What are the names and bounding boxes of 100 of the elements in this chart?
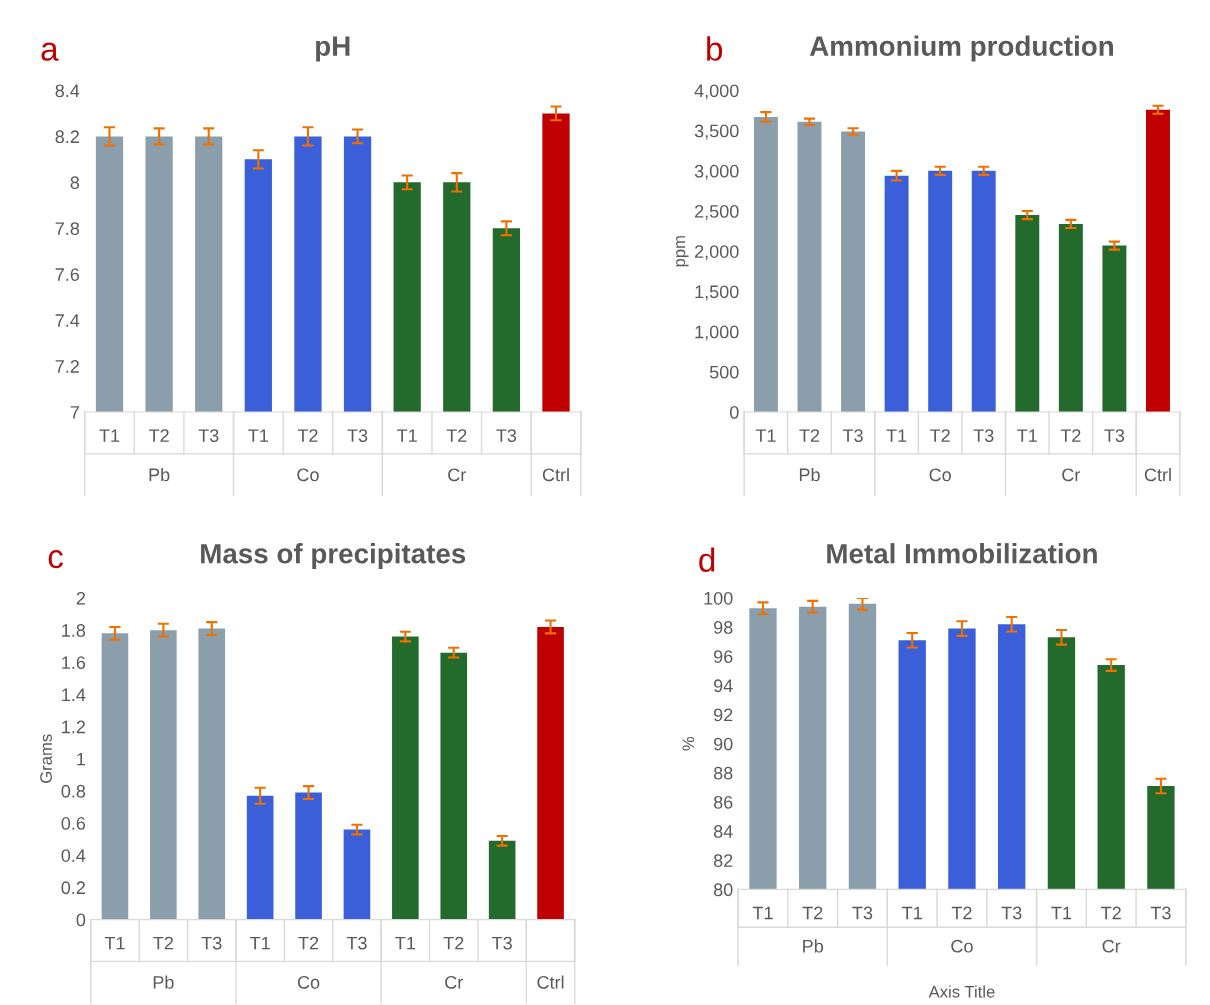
y-tick-label: 7.6 [55,268,80,281]
y-tick-label: 94 [714,679,733,693]
x-tick-label: T1 [755,429,776,442]
x-tick-label: T3 [346,936,367,950]
x-tick-label: T1 [1017,429,1037,442]
x-tick-label: T2 [446,429,467,442]
bar [537,626,564,920]
y-tick-label: 2,500 [695,204,739,220]
x-tick-label: T3 [852,906,873,920]
chart-title: Ammonium production [809,35,1113,62]
x-tick-label: T1 [902,906,922,920]
y-tick-label: 7 [70,406,79,419]
text: b [707,36,723,61]
x-tick-label: T1 [99,429,120,442]
y-tick-label: 96 [714,650,733,663]
text: Co [929,468,951,482]
bar [1058,223,1083,413]
text: Co [297,468,319,482]
y-tick-label: 3,000 [694,164,739,180]
y-axis-title: Grams [40,734,52,783]
bar [797,121,822,413]
text: Ctrl [537,975,564,989]
y-tick-label: 4,000 [694,84,739,100]
y-tick-label: 500 [709,365,739,379]
y-axis-title: % [682,736,695,751]
x-tick-label: T2 [1060,429,1081,442]
x-tick-label: T1 [395,936,416,950]
text: Ctrl [1144,467,1171,482]
bar [295,792,322,920]
x-tick-label: T3 [973,429,994,442]
x-tick-label: T3 [198,429,219,442]
y-tick-label: 0.4 [61,849,86,862]
y-tick-label: 0 [76,913,86,927]
y-tick-label: 88 [713,766,733,780]
x-axis-title: Axis Title [928,985,995,998]
y-tick-label: 1.6 [62,656,86,670]
y-tick-label: 92 [714,708,733,722]
text: a [41,42,59,61]
bar [1102,245,1127,413]
y-tick-label: 0.2 [61,881,85,895]
y-tick-label: 84 [713,825,733,838]
text: d [699,547,715,572]
text: Cr [448,468,466,482]
x-tick-label: T3 [1104,429,1125,442]
bar [884,175,909,413]
x-tick-label: T2 [951,906,972,920]
y-tick-label: 1.2 [62,720,85,734]
bar [753,116,778,413]
y-tick-label: 86 [713,795,733,809]
y-tick-label: 82 [713,854,733,867]
x-tick-label: T1 [752,906,773,920]
text: Pb [803,939,823,953]
bar [971,170,996,413]
text: Cr [445,975,463,989]
text: Pb [149,467,170,482]
bar [101,633,129,920]
chart-title: pH [316,36,350,62]
bar [1015,215,1040,413]
bar [343,829,371,920]
y-tick-label: 1.4 [62,688,86,701]
y-axis-title: ppm [676,236,689,267]
y-tick-label: 1,000 [695,325,739,341]
x-tick-label: T3 [842,429,863,442]
bar [246,795,274,920]
x-tick-label: T1 [104,936,125,950]
text: Pb [153,975,174,989]
bar [1145,109,1170,413]
y-tick-label: 8.2 [55,130,79,144]
y-tick-label: 100 [704,591,733,605]
y-tick-label: 0.6 [61,817,86,830]
x-tick-label: T2 [1101,906,1121,920]
bar [198,628,226,920]
text: Co [297,975,320,989]
x-tick-label: T2 [443,936,464,950]
bar [928,170,953,413]
y-tick-label: 0 [729,405,739,419]
x-tick-label: T1 [886,429,907,442]
x-tick-label: T2 [148,429,169,442]
bar [488,840,516,920]
x-tick-label: T3 [1150,906,1171,920]
y-tick-label: 7.4 [55,314,80,327]
x-tick-label: T3 [201,936,222,950]
text: c [48,550,63,569]
bar [440,652,468,920]
y-tick-label: 8 [70,176,80,190]
y-tick-label: 1 [77,752,86,766]
y-tick-label: 0.8 [61,784,86,798]
x-tick-label: T2 [153,936,173,950]
y-tick-label: 7.2 [55,360,79,373]
text: Pb [799,467,820,482]
y-tick-label: 1,500 [695,285,739,301]
x-tick-label: T3 [492,936,512,950]
x-tick-label: T1 [1051,906,1072,920]
y-tick-label: 80 [713,883,733,897]
y-tick-label: 2 [76,591,85,605]
text: Cr [1062,468,1081,482]
chart-title: Mass of precipitates [201,543,466,570]
x-tick-label: T1 [397,429,417,442]
y-tick-label: 90 [714,737,733,751]
y-tick-label: 1.8 [62,624,86,637]
